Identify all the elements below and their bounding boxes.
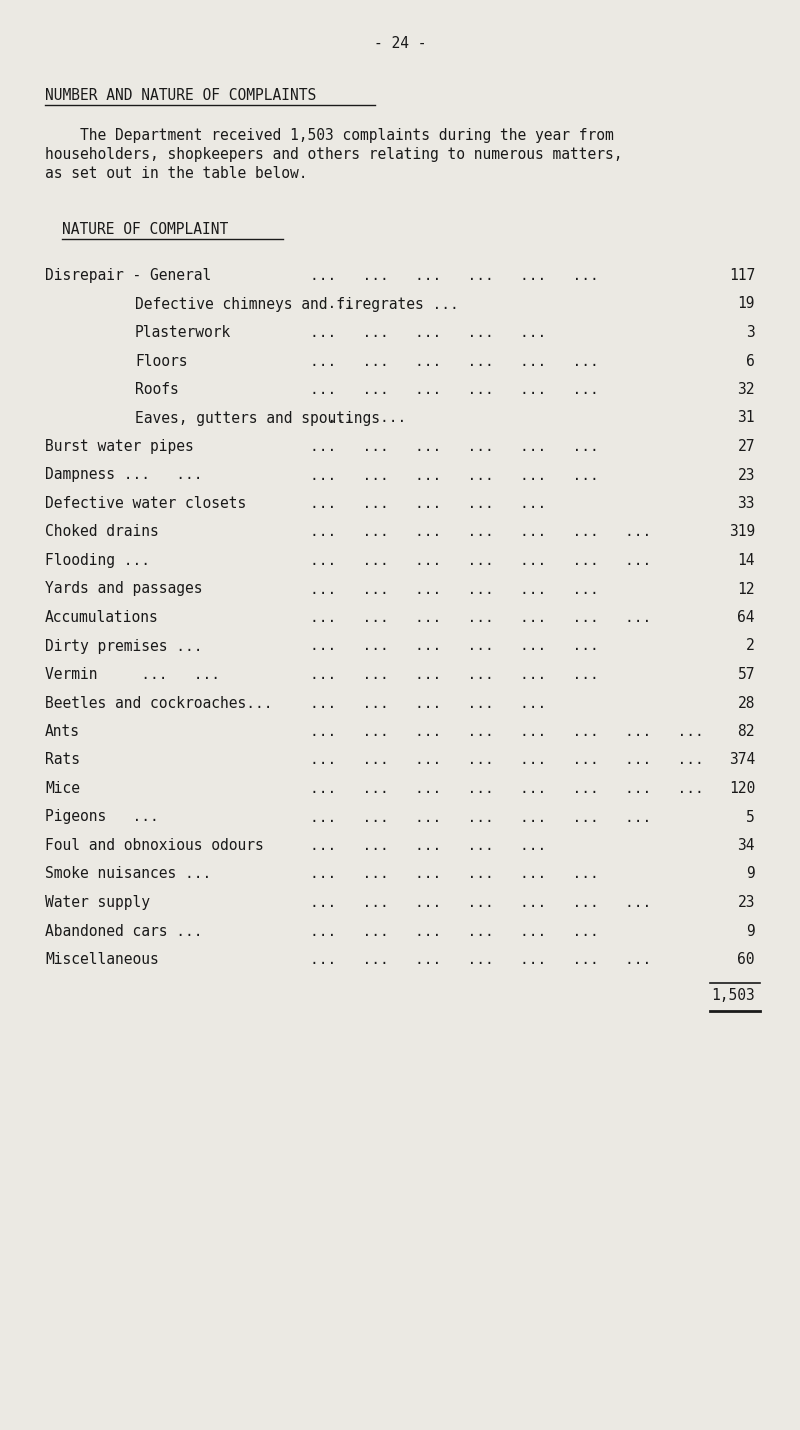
Text: 82: 82 <box>738 724 755 739</box>
Text: Burst water pipes: Burst water pipes <box>45 439 194 453</box>
Text: ...   ...   ...   ...   ...   ...: ... ... ... ... ... ... <box>310 353 598 369</box>
Text: ...   ...   ...   ...   ...   ...   ...   ...: ... ... ... ... ... ... ... ... <box>310 724 704 739</box>
Text: Roofs: Roofs <box>135 382 178 398</box>
Text: 28: 28 <box>738 695 755 711</box>
Text: 9: 9 <box>746 867 755 881</box>
Text: Flooding ...: Flooding ... <box>45 553 150 568</box>
Text: 33: 33 <box>738 496 755 511</box>
Text: 34: 34 <box>738 838 755 854</box>
Text: ...   ...   ...   ...   ...: ... ... ... ... ... <box>310 325 546 340</box>
Text: 57: 57 <box>738 666 755 682</box>
Text: Dirty premises ...: Dirty premises ... <box>45 639 202 654</box>
Text: ...   ...   ...   ...   ...   ...: ... ... ... ... ... ... <box>310 639 598 654</box>
Text: householders, shopkeepers and others relating to numerous matters,: householders, shopkeepers and others rel… <box>45 147 622 162</box>
Text: NATURE OF COMPLAINT: NATURE OF COMPLAINT <box>62 222 228 237</box>
Text: NUMBER AND NATURE OF COMPLAINTS: NUMBER AND NATURE OF COMPLAINTS <box>45 89 316 103</box>
Text: ...   ...   ...   ...   ...   ...   ...: ... ... ... ... ... ... ... <box>310 895 651 909</box>
Text: ...   ...   ...   ...   ...   ...   ...   ...: ... ... ... ... ... ... ... ... <box>310 781 704 797</box>
Text: 374: 374 <box>729 752 755 768</box>
Text: Foul and obnoxious odours: Foul and obnoxious odours <box>45 838 264 854</box>
Text: ...   ...   ...   ...   ...   ...: ... ... ... ... ... ... <box>310 439 598 453</box>
Text: ...   ...   ...   ...   ...   ...: ... ... ... ... ... ... <box>310 666 598 682</box>
Text: ...   ...   ...   ...   ...   ...   ...   ...: ... ... ... ... ... ... ... ... <box>310 752 704 768</box>
Text: 319: 319 <box>729 525 755 539</box>
Text: Abandoned cars ...: Abandoned cars ... <box>45 924 202 938</box>
Text: Ants: Ants <box>45 724 80 739</box>
Text: ...   ...   ...   ...   ...   ...: ... ... ... ... ... ... <box>310 267 598 283</box>
Text: ...   ...   ...   ...   ...   ...   ...: ... ... ... ... ... ... ... <box>310 611 651 625</box>
Text: Rats: Rats <box>45 752 80 768</box>
Text: ...   ...   ...   ...   ...   ...   ...: ... ... ... ... ... ... ... <box>310 525 651 539</box>
Text: Yards and passages: Yards and passages <box>45 582 202 596</box>
Text: ...   ...   ...   ...   ...   ...: ... ... ... ... ... ... <box>310 468 598 482</box>
Text: - 24 -: - 24 - <box>374 36 426 51</box>
Text: Plasterwork: Plasterwork <box>135 325 231 340</box>
Text: Mice: Mice <box>45 781 80 797</box>
Text: Defective water closets: Defective water closets <box>45 496 246 511</box>
Text: 120: 120 <box>729 781 755 797</box>
Text: ...   ...: ... ... <box>310 410 406 426</box>
Text: 60: 60 <box>738 952 755 967</box>
Text: 31: 31 <box>738 410 755 426</box>
Text: ...   ...   ...   ...   ...   ...: ... ... ... ... ... ... <box>310 382 598 398</box>
Text: 12: 12 <box>738 582 755 596</box>
Text: ...   ...   ...   ...   ...   ...: ... ... ... ... ... ... <box>310 924 598 938</box>
Text: 23: 23 <box>738 895 755 909</box>
Text: 19: 19 <box>738 296 755 312</box>
Text: Defective chimneys and firegrates ...: Defective chimneys and firegrates ... <box>135 296 458 312</box>
Text: ...   ...   ...   ...   ...: ... ... ... ... ... <box>310 838 546 854</box>
Text: ...   ...   ...   ...   ...   ...: ... ... ... ... ... ... <box>310 582 598 596</box>
Text: Water supply: Water supply <box>45 895 150 909</box>
Text: ...   ...   ...   ...   ...: ... ... ... ... ... <box>310 496 546 511</box>
Text: ...   ...   ...   ...   ...   ...   ...: ... ... ... ... ... ... ... <box>310 809 651 825</box>
Text: ...   ...   ...   ...   ...   ...   ...: ... ... ... ... ... ... ... <box>310 952 651 967</box>
Text: Dampness ...   ...: Dampness ... ... <box>45 468 202 482</box>
Text: Smoke nuisances ...: Smoke nuisances ... <box>45 867 211 881</box>
Text: Pigeons   ...: Pigeons ... <box>45 809 158 825</box>
Text: 23: 23 <box>738 468 755 482</box>
Text: Beetles and cockroaches...: Beetles and cockroaches... <box>45 695 273 711</box>
Text: 117: 117 <box>729 267 755 283</box>
Text: Eaves, gutters and spoutings: Eaves, gutters and spoutings <box>135 410 380 426</box>
Text: ...   ...   ...   ...   ...   ...: ... ... ... ... ... ... <box>310 867 598 881</box>
Text: as set out in the table below.: as set out in the table below. <box>45 166 307 182</box>
Text: 3: 3 <box>746 325 755 340</box>
Text: 32: 32 <box>738 382 755 398</box>
Text: 9: 9 <box>746 924 755 938</box>
Text: The Department received 1,503 complaints during the year from: The Department received 1,503 complaints… <box>45 129 614 143</box>
Text: ...   ...   ...   ...   ...   ...   ...: ... ... ... ... ... ... ... <box>310 553 651 568</box>
Text: Miscellaneous: Miscellaneous <box>45 952 158 967</box>
Text: 1,503: 1,503 <box>711 988 755 1004</box>
Text: Choked drains: Choked drains <box>45 525 158 539</box>
Text: 5: 5 <box>746 809 755 825</box>
Text: Accumulations: Accumulations <box>45 611 158 625</box>
Text: 2: 2 <box>746 639 755 654</box>
Text: Disrepair - General: Disrepair - General <box>45 267 211 283</box>
Text: 14: 14 <box>738 553 755 568</box>
Text: Floors: Floors <box>135 353 187 369</box>
Text: Vermin     ...   ...: Vermin ... ... <box>45 666 220 682</box>
Text: 6: 6 <box>746 353 755 369</box>
Text: 64: 64 <box>738 611 755 625</box>
Text: ...   ...   ...   ...   ...: ... ... ... ... ... <box>310 695 546 711</box>
Text: 27: 27 <box>738 439 755 453</box>
Text: ...: ... <box>310 296 354 312</box>
